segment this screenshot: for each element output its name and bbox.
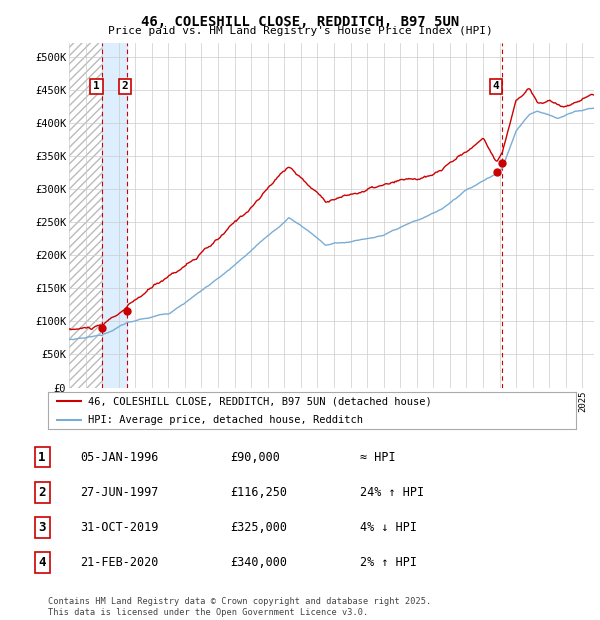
Text: 2: 2 bbox=[122, 81, 128, 91]
Text: Price paid vs. HM Land Registry's House Price Index (HPI): Price paid vs. HM Land Registry's House … bbox=[107, 26, 493, 36]
Point bbox=[122, 306, 131, 316]
Text: 1: 1 bbox=[38, 451, 46, 464]
Point bbox=[492, 167, 502, 177]
Text: Contains HM Land Registry data © Crown copyright and database right 2025.
This d: Contains HM Land Registry data © Crown c… bbox=[48, 598, 431, 617]
Text: 46, COLESHILL CLOSE, REDDITCH, B97 5UN: 46, COLESHILL CLOSE, REDDITCH, B97 5UN bbox=[141, 16, 459, 30]
Text: ≈ HPI: ≈ HPI bbox=[360, 451, 395, 464]
Text: 21-FEB-2020: 21-FEB-2020 bbox=[80, 556, 158, 569]
Text: 4% ↓ HPI: 4% ↓ HPI bbox=[360, 521, 417, 534]
Text: £325,000: £325,000 bbox=[230, 521, 287, 534]
Text: £90,000: £90,000 bbox=[230, 451, 280, 464]
Text: 05-JAN-1996: 05-JAN-1996 bbox=[80, 451, 158, 464]
Text: 46, COLESHILL CLOSE, REDDITCH, B97 5UN (detached house): 46, COLESHILL CLOSE, REDDITCH, B97 5UN (… bbox=[88, 396, 431, 406]
Text: HPI: Average price, detached house, Redditch: HPI: Average price, detached house, Redd… bbox=[88, 415, 362, 425]
Bar bbox=[69, 43, 102, 388]
Text: £116,250: £116,250 bbox=[230, 486, 287, 499]
Text: 3: 3 bbox=[38, 521, 46, 534]
Text: £340,000: £340,000 bbox=[230, 556, 287, 569]
Text: 2% ↑ HPI: 2% ↑ HPI bbox=[360, 556, 417, 569]
Bar bbox=[102, 43, 127, 388]
Text: 4: 4 bbox=[38, 556, 46, 569]
Text: 2: 2 bbox=[38, 486, 46, 499]
Point bbox=[497, 157, 506, 167]
Text: 31-OCT-2019: 31-OCT-2019 bbox=[80, 521, 158, 534]
Text: 1: 1 bbox=[93, 81, 100, 91]
Point bbox=[97, 323, 107, 333]
Text: 24% ↑ HPI: 24% ↑ HPI bbox=[360, 486, 424, 499]
Text: 27-JUN-1997: 27-JUN-1997 bbox=[80, 486, 158, 499]
Text: 4: 4 bbox=[493, 81, 499, 91]
